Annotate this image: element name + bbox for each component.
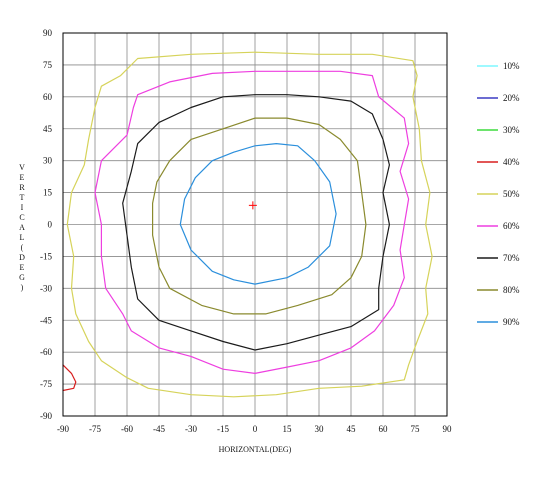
plot-frame [62,32,448,417]
legend-label: 90% [503,317,520,327]
y-tick-label: -15 [40,251,52,261]
series-50pct-line [66,51,433,398]
x-tick-label: 30 [315,424,325,434]
legend-item-30pct: 30% [477,125,520,135]
y-axis-title-char: E [20,173,25,182]
series-40pct-line [62,364,77,392]
legend-item-80pct: 80% [477,285,520,295]
y-axis-title-char: C [19,213,24,222]
y-tick-label: -30 [40,283,52,293]
legend-label: 30% [503,125,520,135]
series-90pct-line [179,143,337,285]
x-tick-label: 75 [411,424,421,434]
y-axis-title-char: L [20,233,25,242]
legend-label: 50% [503,189,520,199]
y-tick-label: -60 [40,347,52,357]
legend-item-70pct: 70% [477,253,520,263]
legend-label: 40% [503,157,520,167]
x-tick-label: 45 [347,424,357,434]
legend-item-90pct: 90% [477,317,520,327]
y-axis-title-char: A [19,223,25,232]
y-tick-label: -45 [40,315,52,325]
legend-item-20pct: 20% [477,93,520,103]
y-tick-label: 90 [43,28,53,38]
y-tick-label: 75 [43,60,53,70]
x-tick-label: 60 [379,424,389,434]
y-axis-title-char: I [21,203,24,212]
y-tick-label: 30 [43,156,53,166]
legend-label: 20% [503,93,520,103]
x-tick-label: -75 [89,424,101,434]
legend-item-50pct: 50% [477,189,520,199]
y-tick-label: 45 [43,124,53,134]
x-tick-label: -45 [153,424,165,434]
y-axis-title-char: ( [21,243,24,252]
x-tick-label: -15 [217,424,229,434]
x-axis-title: HORIZONTAL(DEG) [219,445,292,454]
legend: 10% 20% 30% 40% 50% 60% 70% 80% 90% [477,61,520,327]
legend-label: 10% [503,61,520,71]
y-axis-title-char: V [19,163,25,172]
legend-item-60pct: 60% [477,221,520,231]
legend-item-10pct: 10% [477,61,520,71]
legend-label: 70% [503,253,520,263]
x-tick-label: 90 [443,424,453,434]
y-axis-title-char: E [20,263,25,272]
x-tick-label: -60 [121,424,133,434]
series-layer [62,51,433,398]
series-60pct-line [94,70,410,374]
x-tick-label: 15 [283,424,293,434]
legend-item-40pct: 40% [477,157,520,167]
y-tick-label: 15 [43,188,53,198]
y-tick-label: 0 [48,220,53,230]
y-tick-labels: -90 -75 -60 -45 -30 -15 0 15 30 45 60 75 90 [40,28,53,421]
legend-label: 60% [503,221,520,231]
y-axis-title-char: D [19,253,25,262]
center-marker-layer [248,201,257,210]
x-tick-label: -30 [185,424,197,434]
y-axis-title-char: G [19,273,25,282]
series-70pct-line [122,94,390,351]
x-tick-labels: -90 -75 -60 -45 -30 -15 0 15 30 45 60 75 90 [57,424,452,434]
y-tick-label: -90 [40,411,52,421]
x-tick-label: 0 [253,424,258,434]
legend-label: 80% [503,285,520,295]
y-axis-title-char: T [20,193,25,202]
x-tick-label: -90 [57,424,69,434]
y-axis-title-char: R [19,183,25,192]
series-80pct-line [152,117,367,315]
y-axis-title-char: ) [21,283,24,292]
y-tick-label: 60 [43,92,53,102]
y-tick-label: -75 [40,379,52,389]
